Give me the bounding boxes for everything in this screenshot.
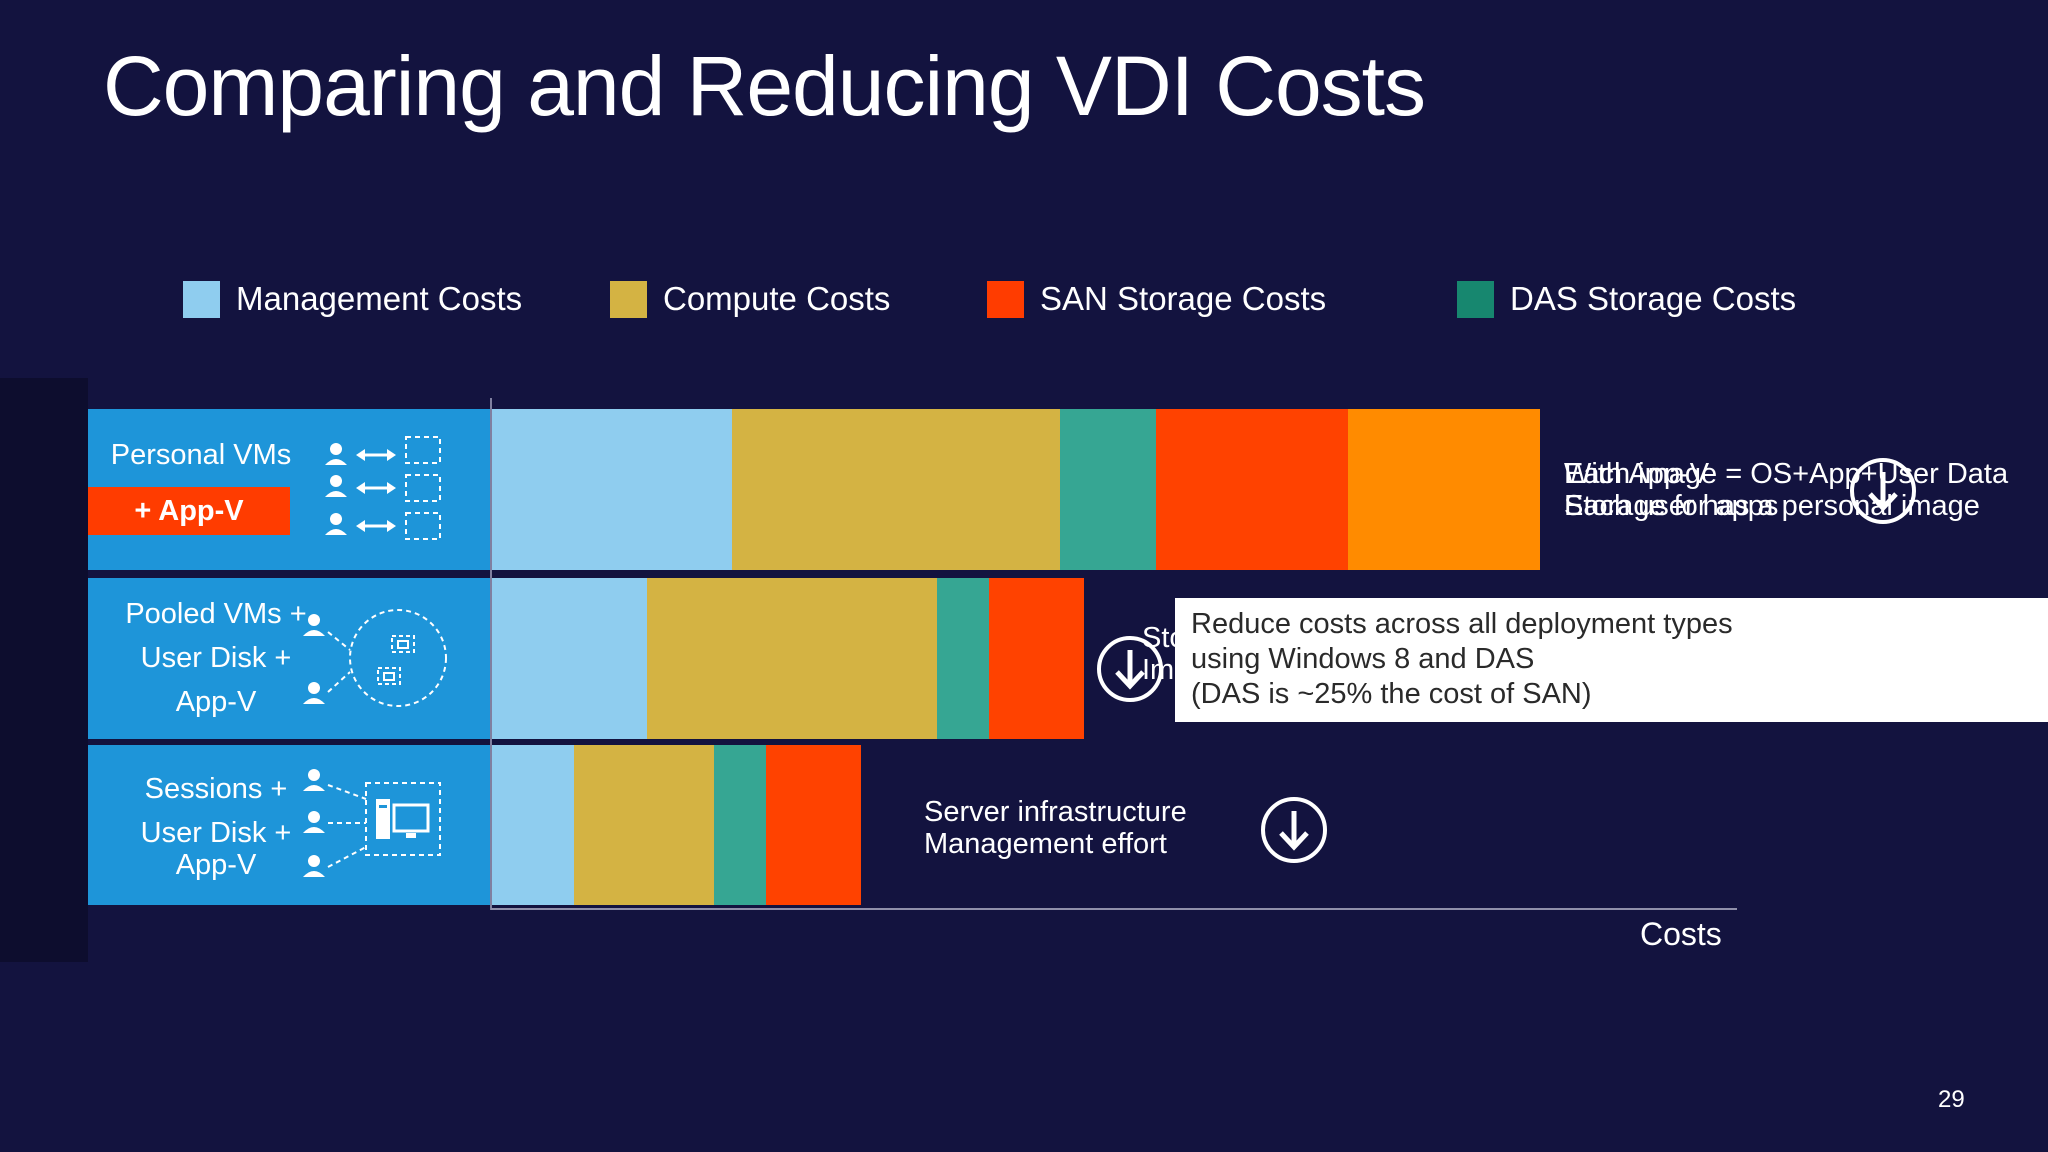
row-label-line: Pooled VMs + <box>125 598 307 630</box>
annotation-line: With App-V <box>1564 458 1710 490</box>
row-label-line: Personal VMs <box>110 439 292 471</box>
bar-series-group <box>492 409 1540 905</box>
row-label-line: Sessions + <box>144 773 288 805</box>
legend-item-management: Management Costs <box>183 280 522 318</box>
x-axis-label: Costs <box>1640 916 1722 952</box>
callout-line: (DAS is ~25% the cost of SAN) <box>1191 678 1592 710</box>
left-edge-strip <box>0 378 88 962</box>
callout-line: Reduce costs across all deployment types <box>1191 608 1733 640</box>
row-label-line: App-V <box>175 686 257 718</box>
server-icon <box>376 799 430 839</box>
bar-segment-row1-series5 <box>1348 409 1540 570</box>
bar-segment-row1-series2 <box>732 409 1060 570</box>
page-number: 29 <box>1938 1086 1965 1113</box>
callout-line: using Windows 8 and DAS <box>1191 643 1535 675</box>
row3-annotation: Server infrastructure Management effort <box>924 796 1187 860</box>
bar-segment-row1-series3 <box>1060 409 1156 570</box>
slide-title: Comparing and Reducing VDI Costs <box>103 39 1426 133</box>
row1-annotation-layer-b: With App-V Storage for apps <box>1564 458 1778 522</box>
down-arrow-circle-icon <box>1261 797 1327 863</box>
user-icon <box>303 769 325 877</box>
legend-label: DAS Storage Costs <box>1510 280 1797 317</box>
bar-segment-row3-series1 <box>492 745 574 905</box>
row-label-line: User Disk + <box>140 817 292 849</box>
user-to-pool-icons <box>303 609 447 707</box>
virtual-machine-icon <box>405 436 441 540</box>
bar-segment-row2-series3 <box>937 578 989 739</box>
bar-segment-row3-series3 <box>714 745 766 905</box>
legend-swatch-das <box>1457 280 1494 318</box>
row-label-line: User Disk + <box>140 642 292 674</box>
bar-segment-row3-series4 <box>766 745 861 905</box>
bar-segment-row1-series4 <box>1156 409 1348 570</box>
legend-swatch-compute <box>610 280 647 318</box>
row-label-personal-vms: Personal VMs + App-V <box>88 409 490 570</box>
legend-item-das: DAS Storage Costs <box>1457 280 1796 318</box>
annotation-line: Storage for apps <box>1564 490 1779 522</box>
session-host-frame <box>327 782 441 868</box>
bar-segment-row2-series1 <box>492 578 647 739</box>
bar-segment-row1-series1 <box>492 409 732 570</box>
legend-swatch-management <box>183 280 220 318</box>
virtual-machine-icon <box>377 635 415 685</box>
double-arrow-icon <box>356 449 396 532</box>
annotation-line: Management effort <box>924 828 1167 860</box>
row-label-pooled-vms: Pooled VMs + User Disk + App-V <box>88 578 490 739</box>
chart-legend: Management Costs Compute Costs SAN Stora… <box>0 280 2048 330</box>
appv-tag: + App-V <box>88 487 290 535</box>
legend-label: Compute Costs <box>663 280 891 317</box>
annotation-line: Each image = OS+App+User Data <box>1564 458 2009 490</box>
row1-annotation-layer-a: Each image = OS+App+User Data Each user … <box>1564 458 2008 522</box>
legend-item-compute: Compute Costs <box>610 280 890 318</box>
callout-box: Reduce costs across all deployment types… <box>1175 598 2048 722</box>
bar-segment-row3-series2 <box>574 745 714 905</box>
bar-segment-row2-series2 <box>647 578 937 739</box>
user-icon <box>303 614 325 704</box>
row-label-line: App-V <box>175 849 257 881</box>
legend-label: Management Costs <box>236 280 523 317</box>
legend-label: SAN Storage Costs <box>1040 280 1327 317</box>
vm-pool-icon <box>327 609 447 707</box>
user-icon <box>325 443 347 535</box>
down-arrow-circle-icon <box>1097 636 1163 702</box>
legend-item-san: SAN Storage Costs <box>987 280 1326 318</box>
user-to-server-icons <box>303 769 441 877</box>
bar-segment-row2-series4 <box>989 578 1084 739</box>
row-label-sessions: Sessions + User Disk + App-V <box>88 745 490 905</box>
down-arrow-circle-icon <box>1850 458 1916 524</box>
user-to-vm-icons <box>325 436 441 540</box>
annotation-line: Server infrastructure <box>924 796 1187 828</box>
legend-swatch-san <box>987 280 1024 318</box>
